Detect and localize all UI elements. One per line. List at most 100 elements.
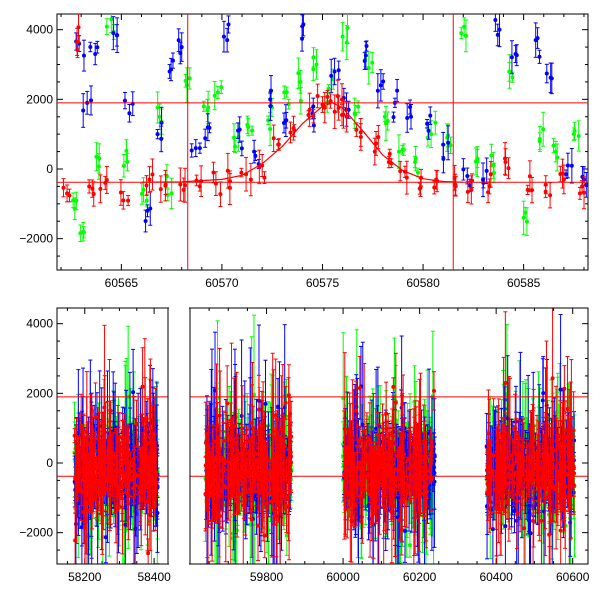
data-point	[405, 116, 409, 120]
data-point	[345, 26, 349, 30]
data-point-green	[185, 68, 189, 103]
data-point	[163, 184, 167, 188]
data-point-green	[219, 81, 223, 94]
data-point	[298, 80, 302, 84]
data-point	[300, 37, 304, 41]
data-point	[249, 178, 253, 182]
data-point	[329, 74, 333, 78]
data-point	[206, 106, 210, 110]
data-point	[544, 190, 548, 194]
data-point	[308, 108, 312, 112]
data-point	[312, 123, 316, 127]
data-point	[489, 172, 493, 176]
data-point	[580, 185, 584, 189]
data-point	[577, 134, 581, 138]
data-point	[188, 76, 192, 80]
data-point	[67, 193, 71, 197]
data-point	[314, 63, 318, 67]
data-point	[89, 98, 93, 102]
data-point	[73, 207, 77, 211]
data-point-blue	[127, 105, 131, 123]
data-point	[341, 35, 345, 39]
data-point	[105, 178, 109, 182]
data-point	[124, 149, 128, 153]
data-point	[277, 142, 281, 146]
top-xtick-label: 60580	[406, 276, 440, 290]
data-point-blue	[570, 148, 574, 183]
data-point	[566, 164, 570, 168]
data-point	[510, 75, 514, 79]
data-point	[238, 128, 242, 132]
data-point	[122, 164, 126, 168]
data-point	[233, 144, 237, 148]
data-point	[409, 115, 413, 119]
data-point	[337, 68, 341, 72]
data-point	[413, 160, 417, 164]
data-point	[239, 171, 243, 175]
data-point	[202, 104, 206, 108]
top-xtick-label: 60585	[507, 276, 541, 290]
data-point	[299, 99, 303, 103]
data-point-blue	[481, 163, 485, 197]
data-point	[160, 121, 164, 125]
data-point	[156, 132, 160, 136]
data-point	[177, 38, 181, 42]
data-point-red	[345, 102, 349, 132]
data-point	[81, 108, 85, 112]
data-point	[359, 135, 363, 139]
data-point	[94, 155, 98, 159]
data-point-red	[260, 154, 264, 176]
data-point-green	[285, 87, 289, 97]
data-point-green	[170, 178, 174, 208]
data-point-red	[388, 149, 392, 158]
data-point	[555, 155, 559, 159]
data-point	[171, 59, 175, 63]
data-point	[515, 53, 519, 57]
data-point-red	[150, 159, 154, 190]
data-point	[364, 53, 368, 57]
data-point-red	[528, 161, 532, 192]
data-point-green	[341, 22, 345, 51]
data-point-blue	[131, 92, 135, 116]
data-point	[405, 176, 409, 180]
data-point	[156, 106, 160, 110]
data-point-green	[541, 112, 545, 146]
data-point	[418, 187, 422, 191]
bottom-xtick-label: 58400	[137, 570, 171, 584]
data-point	[296, 71, 300, 75]
data-point-green	[577, 121, 581, 151]
data-point	[454, 184, 458, 188]
data-point	[285, 90, 289, 94]
data-point	[541, 127, 545, 131]
data-point-green	[345, 25, 349, 59]
data-point	[121, 198, 125, 202]
data-point	[158, 115, 162, 119]
data-point	[485, 169, 489, 173]
data-point	[169, 68, 173, 72]
data-point	[226, 169, 230, 173]
data-point	[225, 38, 229, 42]
data-point-red	[148, 167, 152, 193]
data-point	[545, 72, 549, 76]
data-point	[127, 111, 131, 115]
series-red	[61, 14, 586, 209]
data-point-blue	[156, 130, 160, 139]
data-point	[170, 191, 174, 195]
data-point	[525, 220, 529, 224]
data-point	[461, 167, 465, 171]
data-point	[561, 172, 565, 176]
data-point	[469, 188, 473, 192]
data-point	[441, 157, 445, 161]
data-point-blue	[538, 50, 542, 63]
data-point	[77, 25, 81, 29]
data-point-blue	[123, 92, 127, 108]
bottom-ytick-label: 4000	[26, 317, 53, 331]
data-point	[379, 83, 383, 87]
data-point	[246, 125, 250, 129]
data-point	[159, 187, 163, 191]
data-point-green	[122, 154, 126, 177]
data-point-blue	[115, 25, 119, 46]
data-point	[316, 94, 320, 98]
